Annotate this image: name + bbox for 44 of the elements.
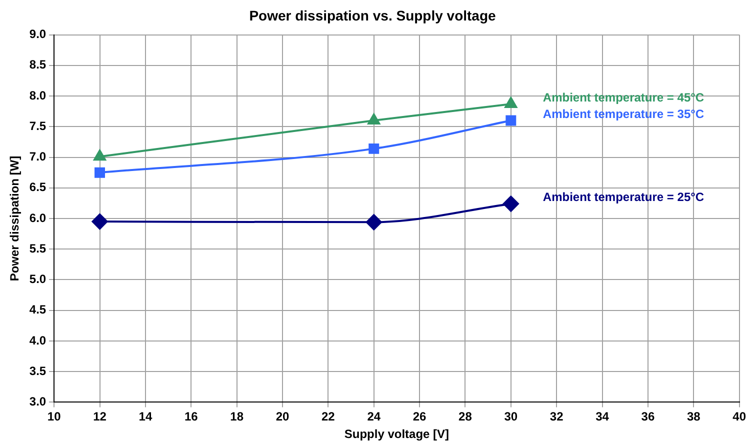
text: Ambient temperature = 45°C: [542, 90, 704, 104]
x-tick-label: 20: [276, 410, 290, 424]
x-tick-label: 30: [504, 410, 518, 424]
x-tick-label: 12: [93, 410, 107, 424]
x-axis-title: Supply voltage [V]: [344, 427, 450, 442]
y-tick-label: 4.5: [29, 302, 46, 317]
x-tick-label: 16: [184, 410, 198, 424]
x-tick-label: 14: [138, 410, 152, 424]
y-tick-label: 6.5: [29, 180, 46, 194]
y-tick-label: 3.0: [29, 394, 46, 409]
y-tick-label: 8.0: [29, 88, 46, 102]
y-tick-label: 5.5: [29, 241, 46, 256]
y-tick-label: 7.0: [29, 150, 46, 164]
x-tick-label: 10: [47, 410, 62, 424]
x-tick-label: 26: [412, 410, 427, 424]
point: [366, 214, 382, 230]
x-tick-label: 32: [550, 410, 564, 424]
point: [368, 114, 380, 125]
y-tick-label: 4.0: [29, 333, 46, 348]
x-tick-label: 18: [230, 410, 244, 424]
y-tick-label: 7.5: [29, 118, 46, 133]
chart-title: Power dissipation vs. Supply voltage: [249, 7, 496, 24]
y-tick-label: 9.0: [29, 27, 46, 42]
y-tick-label: 3.5: [29, 364, 46, 378]
x-tick-label: 38: [686, 410, 701, 424]
x-tick-label: 28: [458, 410, 472, 424]
point: [92, 214, 108, 230]
point: [502, 196, 519, 212]
x-tick-label: 40: [732, 410, 746, 424]
y-tick-label: 6.0: [29, 210, 46, 225]
x-tick-label: 34: [596, 410, 610, 424]
point: [504, 96, 518, 108]
text: Ambient temperature = 25°C: [542, 190, 704, 204]
x-tick-label: 24: [367, 410, 381, 424]
x-tick-label: 36: [641, 410, 655, 424]
x-tick-label: 22: [322, 410, 336, 424]
point: [506, 115, 516, 126]
y-axis-title: Power dissipation [W]: [8, 156, 22, 282]
text: Ambient temperature = 35°C: [542, 106, 704, 121]
point: [94, 150, 106, 161]
point: [94, 167, 106, 178]
y-tick-label: 8.5: [29, 58, 46, 72]
y-tick-label: 5.0: [29, 272, 46, 286]
point: [368, 143, 380, 154]
